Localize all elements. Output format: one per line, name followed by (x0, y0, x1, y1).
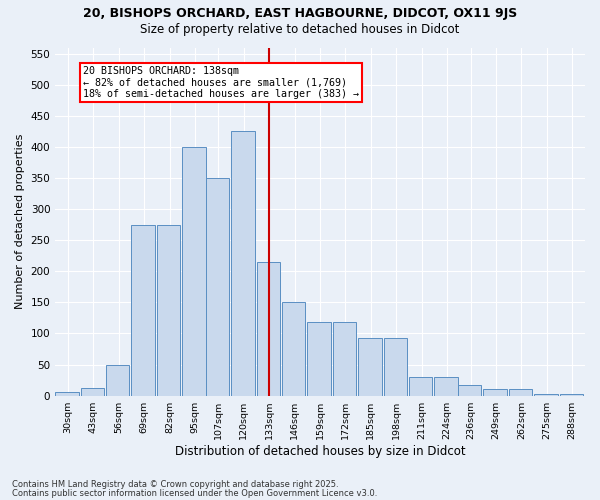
Bar (434, 377, 458, 396)
Bar (560, 394, 583, 396)
Bar (80, 388, 104, 396)
Bar (182, 147, 206, 396)
Y-axis label: Number of detached properties: Number of detached properties (15, 134, 25, 309)
Bar (282, 302, 305, 396)
Bar (231, 132, 254, 396)
Text: Size of property relative to detached houses in Didcot: Size of property relative to detached ho… (140, 22, 460, 36)
Text: Contains HM Land Registry data © Crown copyright and database right 2025.: Contains HM Land Registry data © Crown c… (12, 480, 338, 489)
Bar (206, 178, 229, 396)
Bar (55, 392, 79, 396)
Text: 20 BISHOPS ORCHARD: 138sqm
← 82% of detached houses are smaller (1,769)
18% of s: 20 BISHOPS ORCHARD: 138sqm ← 82% of deta… (83, 66, 359, 100)
Bar (307, 322, 331, 396)
Bar (458, 385, 481, 396)
Text: 20, BISHOPS ORCHARD, EAST HAGBOURNE, DIDCOT, OX11 9JS: 20, BISHOPS ORCHARD, EAST HAGBOURNE, DID… (83, 8, 517, 20)
Bar (106, 364, 130, 396)
Bar (257, 262, 280, 396)
Bar (157, 224, 180, 396)
Bar (409, 377, 433, 396)
Bar (484, 390, 507, 396)
Bar (383, 338, 407, 396)
Bar (534, 394, 557, 396)
Bar (509, 390, 532, 396)
Bar (358, 338, 382, 396)
X-axis label: Distribution of detached houses by size in Didcot: Distribution of detached houses by size … (175, 444, 466, 458)
Bar (333, 322, 356, 396)
Text: Contains public sector information licensed under the Open Government Licence v3: Contains public sector information licen… (12, 489, 377, 498)
Bar (131, 224, 155, 396)
